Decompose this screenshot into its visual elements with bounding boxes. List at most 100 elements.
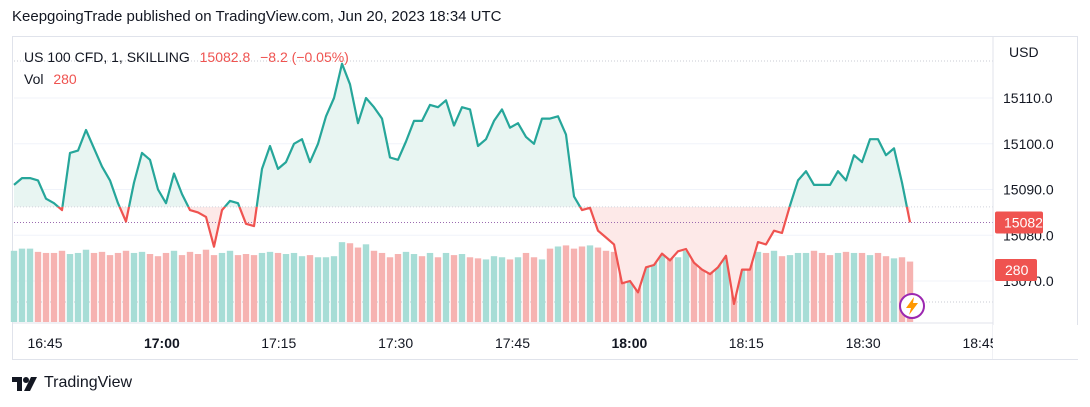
volume-bar: [562, 245, 570, 322]
volume-bar: [98, 251, 106, 322]
volume-bar: [146, 254, 154, 322]
volume-bar: [330, 256, 338, 322]
brand-name: TradingView: [44, 374, 133, 391]
volume-bar: [114, 252, 122, 322]
time-tick-label: 17:00: [144, 335, 180, 351]
price-tick-label: 15110.0: [1003, 90, 1053, 106]
chart-frame: [12, 36, 1078, 360]
volume-bar: [74, 252, 82, 322]
volume-bar: [90, 252, 98, 322]
volume-bar: [130, 252, 138, 322]
volume-bar: [810, 250, 818, 322]
volume-bar: [890, 258, 898, 322]
volume-bar: [122, 250, 130, 322]
volume-bar: [738, 257, 746, 322]
volume-bar: [586, 245, 594, 322]
volume-bar: [178, 255, 186, 322]
time-tick-label: 18:00: [611, 335, 647, 351]
volume-bar: [506, 259, 514, 322]
volume-bar: [170, 250, 178, 322]
volume-bar: [50, 252, 58, 322]
volume-bar: [402, 251, 410, 322]
volume-bar: [234, 255, 242, 322]
volume-bar: [426, 252, 434, 322]
last-volume-label: 280: [1005, 262, 1029, 278]
axis-corner-mask: [993, 325, 1090, 359]
last-volume-label-box: [995, 259, 1037, 281]
volume-bar: [610, 251, 618, 322]
volume-bar: [314, 257, 322, 322]
price-tick-label: 15100.0: [1003, 136, 1054, 152]
volume-bar: [690, 251, 698, 322]
volume-bar: [378, 252, 386, 322]
volume-bar: [18, 248, 26, 322]
volume-bar: [842, 251, 850, 322]
volume-bar: [450, 255, 458, 322]
volume-bar: [306, 255, 314, 322]
volume-bar: [522, 252, 530, 322]
volume-bar: [490, 256, 498, 322]
time-tick-label: 18:15: [729, 335, 764, 351]
published-caption: KeepgoingTrade published on TradingView.…: [12, 8, 502, 25]
volume-bar: [754, 251, 762, 322]
volume-bar: [658, 252, 666, 322]
volume-bar: [570, 248, 578, 322]
volume-bar: [650, 249, 658, 322]
volume-bar: [338, 242, 346, 322]
volume-bar: [282, 254, 290, 322]
volume-bar: [882, 256, 890, 322]
volume-bar: [346, 243, 354, 322]
volume-bar: [642, 247, 650, 322]
volume-bar: [858, 252, 866, 322]
legend-vol-value: 280: [53, 71, 77, 87]
volume-bar: [354, 247, 362, 322]
volume-bar: [850, 252, 858, 322]
volume-bar: [258, 252, 266, 322]
volume-bar: [266, 251, 274, 322]
volume-bar: [682, 250, 690, 322]
last-price-label-box: [995, 211, 1043, 234]
volume-bar: [226, 250, 234, 322]
lightning-icon[interactable]: [899, 293, 925, 319]
time-tick-label: 17:30: [378, 335, 413, 351]
volume-bar: [898, 257, 906, 322]
volume-bar: [818, 252, 826, 322]
area-fill-down: [14, 206, 910, 304]
time-tick-label: 17:15: [261, 335, 296, 351]
volume-bar: [906, 261, 914, 322]
volume-bar: [394, 254, 402, 322]
volume-bar: [466, 257, 474, 322]
volume-bar: [602, 250, 610, 322]
time-tick-label: 16:45: [27, 335, 62, 351]
legend-price: 15082.8: [199, 49, 251, 65]
volume-bar: [138, 251, 146, 322]
volume-bar: [322, 257, 330, 322]
volume-bar: [442, 252, 450, 322]
volume-bar: [498, 257, 506, 322]
volume-bar: [218, 252, 226, 322]
volume-bar: [162, 252, 170, 322]
price-tick-label: 15090.0: [1003, 182, 1054, 198]
legend-vol-label[interactable]: Vol: [24, 71, 44, 87]
volume-bar: [82, 249, 90, 322]
price-axis-currency[interactable]: USD: [1009, 44, 1039, 60]
volume-bar: [578, 246, 586, 322]
tradingview-logo-icon: [12, 377, 37, 391]
volume-bar: [834, 252, 842, 322]
time-tick-label: 18:45: [962, 335, 997, 351]
area-fill-up: [14, 63, 907, 207]
volume-bar: [42, 252, 50, 322]
tradingview-brand[interactable]: TradingView: [12, 374, 132, 392]
volume-bar: [786, 255, 794, 322]
legend-symbol-row: US 100 CFD, 1, SKILLING 15082.8 −8.2 (−0…: [24, 46, 349, 68]
volume-bar: [58, 250, 66, 322]
chart-legend: US 100 CFD, 1, SKILLING 15082.8 −8.2 (−0…: [24, 46, 349, 90]
price-line-up: [13, 62, 909, 207]
legend-symbol[interactable]: US 100 CFD, 1, SKILLING: [24, 49, 190, 65]
volume-bar: [434, 257, 442, 322]
volume-bar: [538, 259, 546, 322]
volume-bar: [706, 255, 714, 322]
volume-bar: [770, 250, 778, 322]
volume-bar: [866, 255, 874, 322]
